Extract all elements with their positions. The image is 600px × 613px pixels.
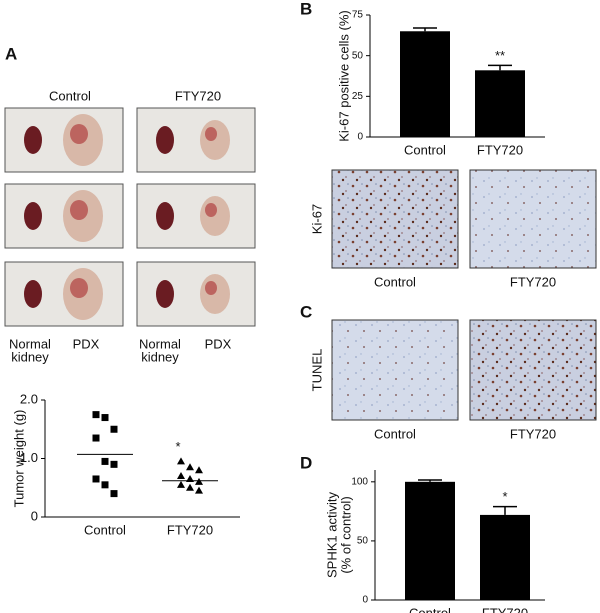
point bbox=[110, 460, 118, 468]
caption: FTY720 bbox=[510, 426, 556, 441]
kidney bbox=[156, 126, 174, 154]
y-tick-label: 0 bbox=[357, 132, 363, 143]
column-header: Control bbox=[49, 88, 91, 103]
point bbox=[195, 486, 203, 494]
point bbox=[110, 490, 118, 498]
y-tick-label: 0 bbox=[31, 508, 38, 523]
y-tick-label: 50 bbox=[352, 50, 364, 61]
significance: * bbox=[175, 439, 180, 454]
y-tick-label: 50 bbox=[357, 536, 369, 547]
tumor-spot bbox=[70, 124, 88, 144]
photo-label: Normal bbox=[139, 336, 181, 351]
photo bbox=[136, 183, 256, 249]
tumor-spot bbox=[205, 127, 217, 141]
point bbox=[101, 457, 109, 465]
micrograph bbox=[469, 319, 597, 421]
y-tick-label: 100 bbox=[351, 476, 368, 487]
bar bbox=[405, 481, 455, 600]
significance: ** bbox=[495, 48, 505, 63]
micrograph bbox=[331, 319, 459, 421]
tumor-spot bbox=[70, 278, 88, 298]
point bbox=[110, 425, 118, 433]
caption: Control bbox=[374, 426, 416, 441]
row-label: TUNEL bbox=[309, 349, 324, 392]
kidney bbox=[24, 126, 42, 154]
point bbox=[186, 463, 194, 471]
tumor-spot bbox=[205, 203, 217, 217]
panel-label: C bbox=[300, 302, 312, 321]
point bbox=[101, 481, 109, 489]
bar bbox=[400, 31, 450, 138]
x-tick-label: Control bbox=[84, 522, 126, 537]
bar bbox=[480, 514, 530, 600]
y-axis-label: Ki-67 positive cells (%) bbox=[336, 10, 351, 142]
photo-label: Normal bbox=[9, 336, 51, 351]
x-tick-label: FTY720 bbox=[167, 522, 213, 537]
point bbox=[92, 475, 100, 483]
tumor bbox=[200, 196, 230, 236]
kidney bbox=[156, 280, 174, 308]
y-tick-label: 1.0 bbox=[20, 450, 38, 465]
point bbox=[186, 474, 194, 482]
photo-label: PDX bbox=[73, 336, 100, 351]
panel-label: A bbox=[5, 44, 17, 63]
x-tick-label: FTY720 bbox=[477, 142, 523, 157]
x-tick-label: Control bbox=[409, 605, 451, 613]
tumor bbox=[200, 120, 230, 160]
tumor-photos bbox=[4, 107, 256, 327]
tumor-spot bbox=[70, 200, 88, 220]
point bbox=[195, 466, 203, 474]
point bbox=[101, 414, 109, 422]
photo bbox=[136, 261, 256, 327]
photo bbox=[136, 107, 256, 173]
point bbox=[92, 434, 100, 442]
point bbox=[186, 483, 194, 491]
tumor bbox=[200, 274, 230, 314]
point bbox=[177, 472, 185, 480]
y-axis-label: Tumor weight (g) bbox=[11, 410, 26, 508]
y-tick-label: 2.0 bbox=[20, 391, 38, 406]
tumor-spot bbox=[205, 281, 217, 295]
row-label: Ki-67 bbox=[309, 204, 324, 234]
caption: FTY720 bbox=[510, 274, 556, 289]
panel-label: D bbox=[300, 453, 312, 472]
x-tick-label: FTY720 bbox=[482, 605, 528, 613]
point bbox=[177, 457, 185, 465]
y-tick-label: 0 bbox=[362, 595, 368, 606]
photo-label: kidney bbox=[141, 349, 179, 364]
bar bbox=[475, 70, 525, 137]
y-tick-label: 25 bbox=[352, 91, 364, 102]
y-tick-label: 75 bbox=[352, 10, 364, 21]
caption: Control bbox=[374, 274, 416, 289]
photo-label: kidney bbox=[11, 349, 49, 364]
significance: * bbox=[502, 489, 507, 504]
point bbox=[92, 411, 100, 419]
point bbox=[195, 477, 203, 485]
panel-label: B bbox=[300, 0, 312, 18]
y-axis-label: (% of control) bbox=[338, 496, 353, 573]
point bbox=[177, 480, 185, 488]
photo-label: PDX bbox=[205, 336, 232, 351]
y-axis-label: SPHK1 activity bbox=[324, 492, 339, 578]
kidney bbox=[24, 202, 42, 230]
kidney bbox=[156, 202, 174, 230]
kidney bbox=[24, 280, 42, 308]
micrograph bbox=[469, 169, 597, 269]
column-header: FTY720 bbox=[175, 88, 221, 103]
x-tick-label: Control bbox=[404, 142, 446, 157]
micrograph bbox=[331, 169, 459, 269]
